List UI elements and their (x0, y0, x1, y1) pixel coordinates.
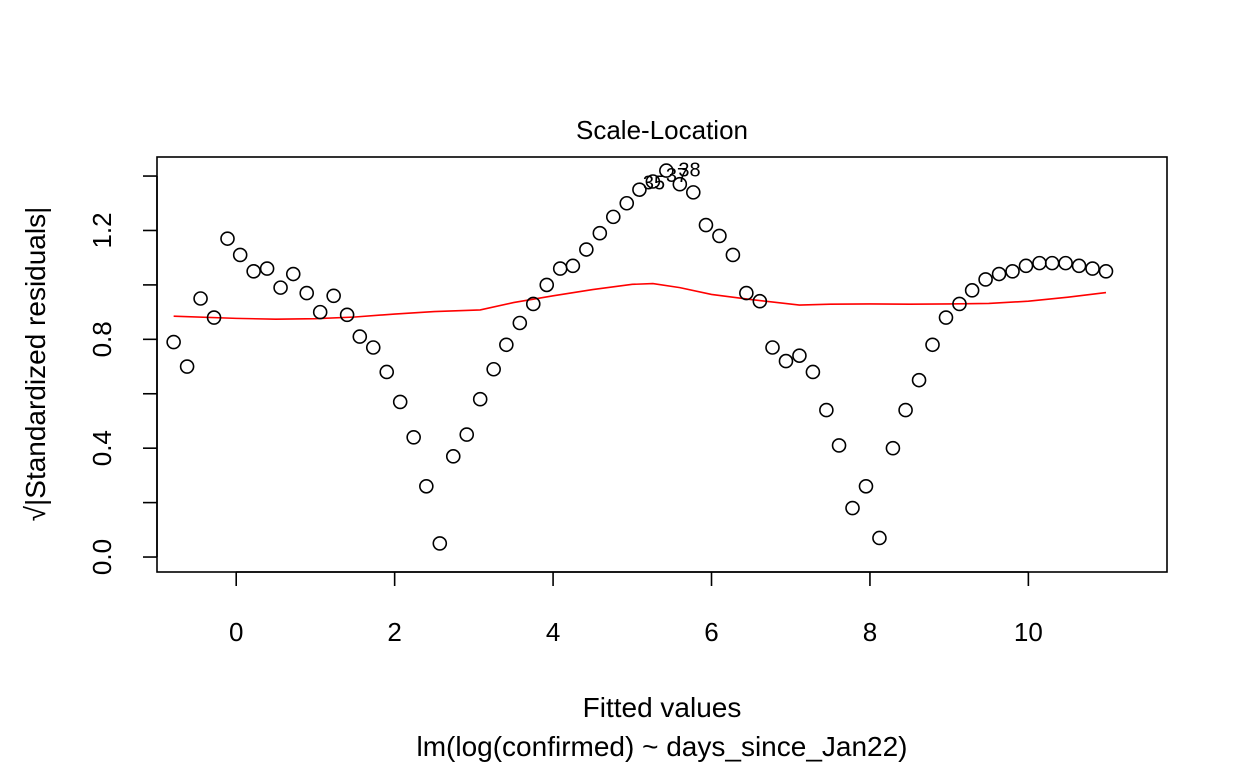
data-point (220, 231, 235, 246)
data-point (312, 304, 328, 320)
x-tick-label: 0 (229, 617, 243, 647)
data-point (1085, 261, 1100, 276)
data-point (685, 185, 701, 200)
data-point (858, 478, 874, 494)
data-point (379, 364, 395, 380)
data-point (592, 225, 608, 241)
point-annotation: 37 (666, 165, 688, 187)
x-tick-label: 8 (863, 617, 877, 647)
data-point (486, 361, 501, 377)
data-point (179, 359, 195, 374)
data-point (1098, 263, 1114, 279)
data-point (206, 310, 222, 325)
data-point (392, 394, 408, 410)
data-point (645, 174, 661, 189)
data-point (659, 163, 674, 178)
data-point (605, 209, 621, 225)
data-point (326, 288, 341, 304)
data-point (1058, 255, 1073, 271)
data-point (552, 261, 568, 276)
x-tick-label: 4 (546, 617, 560, 647)
data-point (512, 315, 528, 331)
y-axis: 0.0 0.4 0.8 1.2 (87, 175, 158, 575)
data-point (765, 340, 780, 355)
data-point (1018, 258, 1034, 274)
data-point (845, 500, 860, 516)
data-point (991, 266, 1007, 282)
data-point (778, 353, 794, 369)
data-point (739, 285, 754, 301)
data-point (273, 280, 288, 295)
data-point (1005, 263, 1020, 279)
data-point (539, 277, 555, 293)
data-point (285, 266, 301, 282)
data-point (619, 195, 635, 211)
data-point (938, 310, 954, 325)
smoother-layer (173, 282, 1107, 320)
point-annotation: 38 (678, 160, 700, 182)
y-tick-label: 0.4 (87, 430, 117, 466)
annotation-layer: 38 35 37 (643, 160, 701, 195)
data-point (672, 176, 688, 192)
data-point (565, 258, 581, 274)
data-point (246, 263, 261, 279)
chart-title: Scale-Location (576, 115, 748, 145)
data-point (819, 402, 834, 418)
data-point (632, 182, 647, 197)
y-axis-title: √|Standardized residuals| (20, 207, 51, 522)
data-point (952, 296, 967, 312)
data-point (978, 272, 993, 287)
x-tick-label: 10 (1014, 617, 1043, 647)
data-point (712, 228, 727, 244)
data-point (1032, 255, 1047, 271)
data-point (339, 307, 355, 323)
data-point (792, 348, 807, 363)
data-point (579, 242, 594, 257)
data-point (432, 536, 448, 551)
data-point (352, 329, 368, 344)
data-point (499, 337, 514, 353)
data-point (831, 438, 847, 453)
data-point (406, 429, 421, 445)
x-axis: 0 2 4 6 8 10 (229, 571, 1043, 647)
y-tick-label: 0.8 (87, 321, 117, 357)
data-point (232, 247, 248, 263)
points-layer (166, 163, 1114, 551)
x-axis-title: Fitted values (583, 692, 742, 723)
data-point (752, 293, 768, 309)
data-point (1071, 258, 1087, 274)
data-point (725, 247, 741, 263)
data-point (193, 291, 208, 306)
y-tick-label: 0.0 (87, 539, 117, 575)
data-point (259, 261, 275, 276)
data-point (925, 337, 940, 353)
y-tick-label: 1.2 (87, 212, 117, 248)
subtitle: lm(log(confirmed) ~ days_since_Jan22) (417, 731, 908, 762)
data-point (898, 402, 913, 418)
data-point (1044, 255, 1060, 271)
data-point (445, 449, 461, 464)
smoother-line (173, 282, 1107, 320)
x-tick-label: 2 (387, 617, 401, 647)
data-point (964, 283, 980, 298)
point-annotation: 35 (643, 172, 665, 194)
data-point (365, 340, 381, 355)
data-point (911, 372, 927, 388)
data-point (472, 391, 488, 407)
plot-frame (156, 156, 1168, 573)
data-point (459, 427, 475, 442)
data-point (698, 217, 714, 233)
data-point (805, 364, 821, 380)
data-point (419, 478, 434, 494)
data-point (872, 530, 887, 546)
data-point (885, 440, 901, 456)
x-tick-label: 6 (704, 617, 718, 647)
data-point (299, 285, 315, 301)
data-point (525, 296, 541, 312)
data-point (166, 334, 181, 350)
